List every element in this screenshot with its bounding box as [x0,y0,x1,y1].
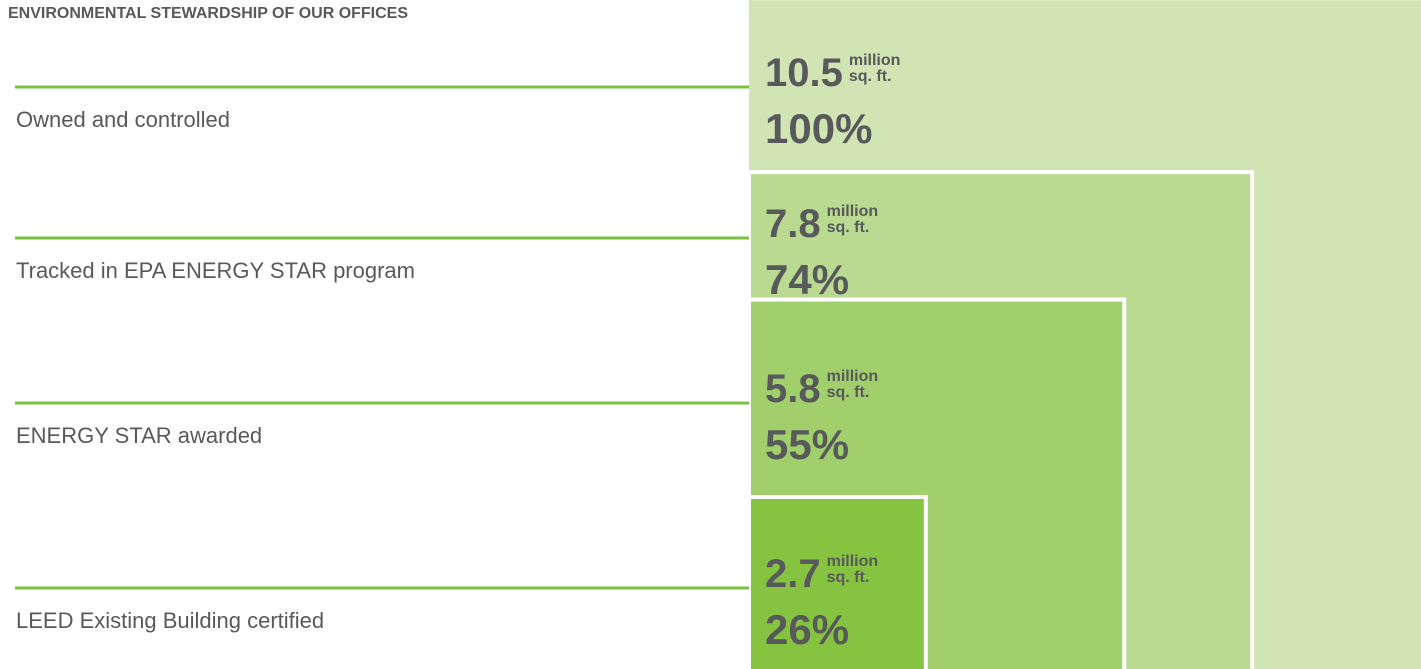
category-label: Owned and controlled [16,107,230,132]
unit-label: million [827,203,879,220]
unit-label: sq. ft. [827,219,870,236]
share-label: 100% [765,105,872,152]
unit-label: sq. ft. [827,384,870,401]
area-box [747,495,928,669]
unit-label: million [827,368,879,385]
value-label: 10.5 [765,51,843,95]
share-label: 74% [765,256,849,303]
value-label: 2.7 [765,552,821,596]
unit-label: sq. ft. [827,569,870,586]
unit-label: million [849,52,901,69]
share-label: 55% [765,421,849,468]
unit-label: sq. ft. [849,68,892,85]
value-label: 5.8 [765,367,821,411]
category-label: ENERGY STAR awarded [16,423,262,448]
category-label: Tracked in EPA ENERGY STAR program [16,258,415,283]
category-label: LEED Existing Building certified [16,608,324,633]
value-label: 7.8 [765,202,821,246]
chart-title: ENVIRONMENTAL STEWARDSHIP OF OUR OFFICES [8,5,408,22]
unit-label: million [827,553,879,570]
share-label: 26% [765,606,849,653]
